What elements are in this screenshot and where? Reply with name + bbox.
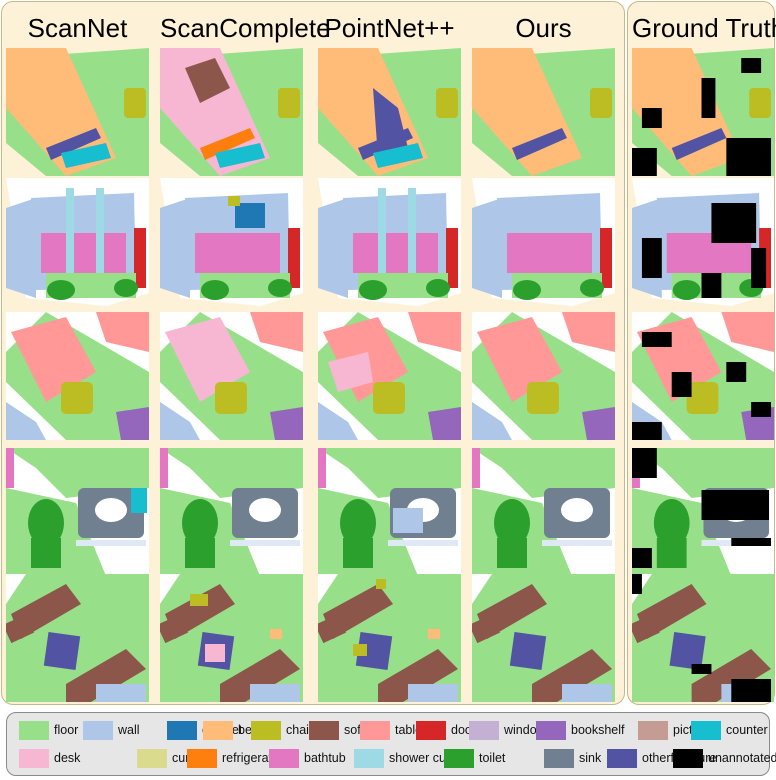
legend-label: window xyxy=(504,723,546,737)
legend-label: toilet xyxy=(479,751,506,765)
scene-5-pointnet xyxy=(318,574,461,702)
legend-item-chair: chair xyxy=(251,719,313,741)
legend-label: bookshelf xyxy=(571,723,625,737)
legend-label: refrigerator xyxy=(222,751,284,765)
scene-3-scannet xyxy=(6,312,149,440)
legend: floorwallcabinetbedchairsofatabledoorwin… xyxy=(6,712,776,776)
legend-swatch xyxy=(673,748,703,768)
legend-label: table xyxy=(395,723,423,737)
legend-label: counter xyxy=(726,723,768,737)
legend-swatch xyxy=(19,720,49,740)
legend-swatch xyxy=(167,720,197,740)
scene-3-scancomplete xyxy=(160,312,303,440)
legend-item-toilet: toilet xyxy=(444,747,505,769)
legend-label: unannotated xyxy=(708,751,776,765)
legend-swatch xyxy=(354,748,384,768)
legend-swatch xyxy=(269,748,299,768)
scene-3-pointnet xyxy=(318,312,461,440)
legend-label: chair xyxy=(286,723,314,737)
legend-swatch xyxy=(309,720,339,740)
scene-5-ground-truth xyxy=(632,574,774,702)
legend-swatch xyxy=(137,748,167,768)
scene-1-scancomplete xyxy=(160,48,303,176)
legend-swatch xyxy=(83,720,113,740)
legend-swatch xyxy=(416,720,446,740)
column-title-scancomplete: ScanComplete xyxy=(160,13,331,43)
scene-5-ours xyxy=(472,574,615,702)
legend-item-bathtub: bathtub xyxy=(269,747,346,769)
scene-4-scancomplete xyxy=(160,448,303,576)
legend-item-sink: sink xyxy=(544,747,601,769)
legend-item-bookshelf: bookshelf xyxy=(536,719,625,741)
legend-swatch xyxy=(19,748,49,768)
scene-1-pointnet xyxy=(318,48,461,176)
legend-swatch xyxy=(638,720,668,740)
legend-swatch xyxy=(607,748,637,768)
scene-2-ours xyxy=(472,178,615,306)
column-title-ground-truth: Ground Truth xyxy=(632,13,776,43)
scene-2-scannet xyxy=(6,178,149,306)
legend-item-table: table xyxy=(360,719,422,741)
legend-label: bathtub xyxy=(304,751,346,765)
legend-label: desk xyxy=(54,751,81,765)
legend-swatch xyxy=(536,720,566,740)
scene-4-scannet xyxy=(6,448,149,576)
legend-label: sink xyxy=(579,751,602,765)
scene-4-ours xyxy=(472,448,615,576)
legend-item-unannotated: unannotated xyxy=(673,747,776,769)
column-title-ours: Ours xyxy=(515,13,572,43)
scene-5-scancomplete xyxy=(160,574,303,702)
legend-label: wall xyxy=(118,723,140,737)
legend-item-door: door xyxy=(416,719,476,741)
legend-swatch xyxy=(469,720,499,740)
legend-swatch xyxy=(187,748,217,768)
scene-2-ground-truth xyxy=(632,178,774,306)
scene-2-pointnet xyxy=(318,178,461,306)
column-title-scannet: ScanNet xyxy=(27,13,128,43)
legend-item-desk: desk xyxy=(19,747,80,769)
legend-swatch xyxy=(544,748,574,768)
legend-item-sofa: sofa xyxy=(309,719,368,741)
legend-item-counter: counter xyxy=(691,719,768,741)
column-title-pointnet: PointNet++ xyxy=(324,13,455,43)
scene-3-ground-truth xyxy=(632,312,774,440)
scene-1-scannet xyxy=(6,48,149,176)
legend-swatch xyxy=(251,720,281,740)
scene-1-ours xyxy=(472,48,615,176)
legend-item-refrigerator: refrigerator xyxy=(187,747,283,769)
legend-swatch xyxy=(444,748,474,768)
legend-swatch xyxy=(203,720,233,740)
scene-2-scancomplete xyxy=(160,178,303,306)
scene-4-pointnet xyxy=(318,448,461,576)
scene-4-ground-truth xyxy=(632,448,774,576)
legend-swatch xyxy=(691,720,721,740)
legend-item-window: window xyxy=(469,719,546,741)
legend-item-floor: floor xyxy=(19,719,78,741)
legend-item-wall: wall xyxy=(83,719,140,741)
scene-1-ground-truth xyxy=(632,48,774,176)
legend-label: floor xyxy=(54,723,79,737)
legend-swatch xyxy=(360,720,390,740)
scene-5-scannet xyxy=(6,574,149,702)
scene-3-ours xyxy=(472,312,615,440)
